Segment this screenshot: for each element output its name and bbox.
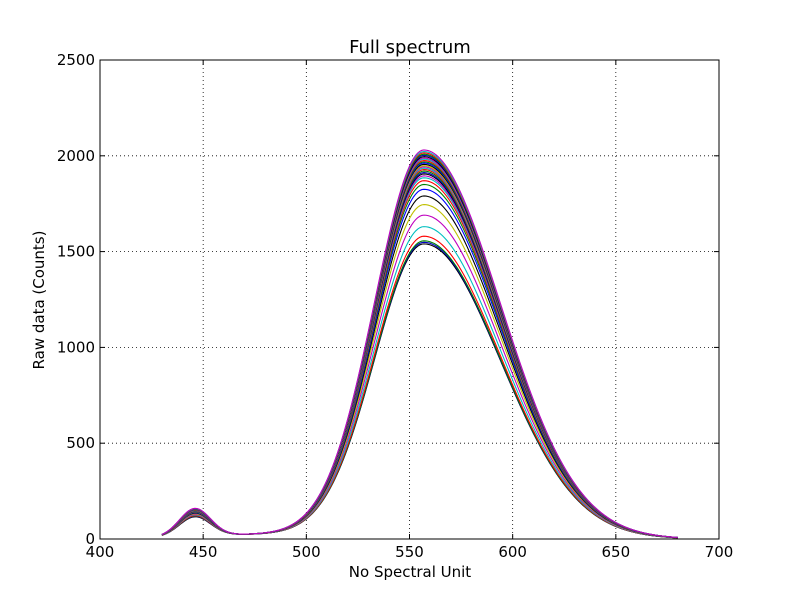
x-tick-label: 550 bbox=[395, 543, 424, 561]
x-tick-label: 700 bbox=[705, 543, 734, 561]
chart-title: Full spectrum bbox=[349, 37, 471, 58]
x-tick-label: 600 bbox=[498, 543, 527, 561]
series-lines bbox=[161, 149, 678, 539]
x-tick-label: 450 bbox=[189, 543, 218, 561]
y-tick-label: 1500 bbox=[57, 243, 95, 261]
y-tick-label: 0 bbox=[85, 530, 95, 548]
x-tick-label: 500 bbox=[292, 543, 321, 561]
y-tick-label: 1000 bbox=[57, 338, 95, 356]
y-axis-label: Raw data (Counts) bbox=[30, 231, 48, 370]
y-tick-label: 2500 bbox=[57, 51, 95, 69]
spectrum-series-line bbox=[161, 149, 678, 538]
x-tick-label: 650 bbox=[602, 543, 631, 561]
x-axis-label: No Spectral Unit bbox=[349, 563, 472, 581]
axis-ticks: 400 450 500 550 600 650 700 0 500 1000 1500 2000 250… bbox=[57, 51, 734, 561]
y-tick-label: 2000 bbox=[57, 147, 95, 165]
y-tick-label: 500 bbox=[66, 434, 95, 452]
x-tick-label: 400 bbox=[86, 543, 115, 561]
